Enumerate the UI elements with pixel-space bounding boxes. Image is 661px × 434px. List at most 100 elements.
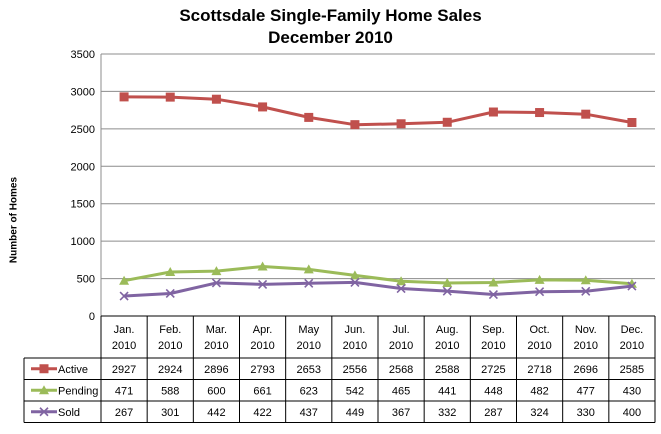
x-tick-label-month: Mar. [206,324,227,336]
data-point-pending [211,266,222,276]
data-table-cell: 542 [346,385,364,397]
data-point-sold [535,287,545,297]
legend-entry: Active [58,364,88,376]
data-table-cell: 2725 [481,364,505,376]
data-table-cell: 2927 [112,364,136,376]
data-point-active [442,117,452,127]
series-line-active [124,95,633,127]
data-table-cell: 430 [623,385,641,397]
data-point-sold [396,283,406,294]
x-tick-label-year: 2010 [574,340,598,352]
x-tick-label-month: Feb. [159,324,181,336]
legend-entry: Sold [58,407,80,419]
data-table-cell: 482 [530,385,548,397]
y-tick-label: 2000 [71,161,95,173]
series-line-sold [124,280,633,298]
data-point-active [165,92,175,102]
chart-title: Scottsdale Single-Family Home Sales [179,6,482,25]
y-tick-label: 1000 [71,236,95,248]
x-tick-label-month: May [298,324,319,336]
x-tick-label-year: 2010 [527,340,551,352]
x-tick-label-year: 2010 [343,340,367,352]
data-point-pending [442,277,453,287]
data-point-pending [534,274,545,284]
data-table-cell: 2568 [389,364,413,376]
data-point-sold [442,286,452,296]
data-table-cell: 2696 [574,364,598,376]
data-point-active [304,112,314,122]
data-point-active [535,108,545,118]
data-table-cell: 287 [484,407,502,419]
data-point-pending [580,275,591,285]
data-table-cell: 332 [438,407,456,419]
data-table-cell: 330 [577,407,595,419]
x-tick-label-month: Sep. [482,324,505,336]
data-table-cell: 2585 [620,364,644,376]
data-point-sold [258,279,268,289]
x-tick-label-month: Oct. [529,324,549,336]
data-table-cell: 2896 [204,364,228,376]
legend-key-marker [39,385,49,395]
data-point-sold [119,291,129,301]
y-tick-label: 3500 [71,49,95,61]
data-table-cell: 449 [346,407,364,419]
y-tick-label: 3000 [71,86,95,98]
y-tick-label: 2500 [71,124,95,136]
data-point-sold [581,286,591,296]
data-point-active [258,102,268,112]
data-table-cell: 400 [623,407,641,419]
x-tick-label-year: 2010 [250,340,274,352]
data-point-active [396,119,406,129]
x-tick-label-month: Jan. [114,324,135,336]
x-tick-label-year: 2010 [620,340,644,352]
data-table-cell: 324 [530,407,548,419]
y-tick-label: 500 [77,274,95,286]
data-table-cell: 422 [253,407,271,419]
x-tick-label-year: 2010 [481,340,505,352]
data-point-pending [119,275,130,285]
data-table-cell: 465 [392,385,410,397]
data-table-cell: 437 [300,407,318,419]
data-table-cell: 477 [577,385,595,397]
data-point-active [488,107,498,117]
data-point-sold [304,278,314,288]
x-tick-label-month: Jun. [345,324,366,336]
data-point-active [119,92,129,102]
data-table-cell: 623 [300,385,318,397]
legend-key-marker [39,364,49,374]
data-table-cell: 267 [115,407,133,419]
data-table-cell: 2924 [158,364,182,376]
data-table-cell: 600 [207,385,225,397]
data-table-cell: 448 [484,385,502,397]
data-point-pending [257,261,268,271]
y-axis-label-box: Number of Homes [6,175,22,265]
series-line-pending [123,265,633,286]
data-point-sold [211,278,221,288]
data-table-cell: 301 [161,407,179,419]
data-point-pending [303,264,314,274]
x-tick-label-year: 2010 [435,340,459,352]
data-table-cell: 2653 [297,364,321,376]
data-point-sold [350,277,360,287]
x-tick-label-month: Jul. [393,324,410,336]
data-point-pending [349,270,360,280]
data-table-cell: 2556 [343,364,367,376]
data-table-cell: 2793 [250,364,274,376]
data-table-cell: 367 [392,407,410,419]
data-table-cell: 2588 [435,364,459,376]
x-tick-label-month: Aug. [436,324,459,336]
x-tick-label-month: Dec. [621,324,644,336]
data-point-sold [488,289,498,300]
data-point-active [211,94,221,104]
y-tick-label: 0 [89,311,95,323]
data-table-cell: 661 [253,385,271,397]
x-tick-label-year: 2010 [158,340,182,352]
legend-key-marker [39,407,49,417]
y-axis-label: Number of Homes [8,176,20,264]
data-table-cell: 441 [438,385,456,397]
data-point-pending [165,266,176,276]
x-tick-label-month: Apr. [253,324,273,336]
data-point-pending [488,277,499,287]
